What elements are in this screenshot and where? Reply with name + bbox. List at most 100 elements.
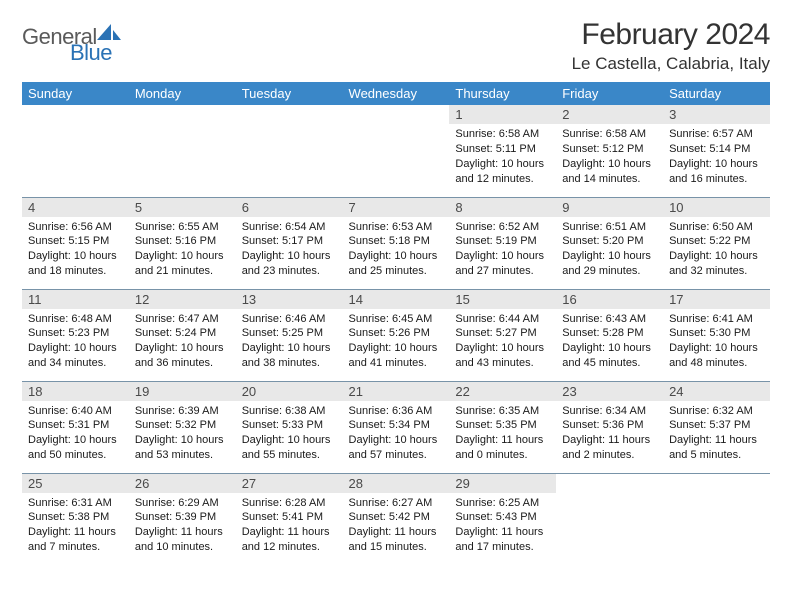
daylight-text: and 14 minutes. <box>562 172 657 187</box>
day-content: Sunrise: 6:41 AMSunset: 5:30 PMDaylight:… <box>663 309 770 375</box>
sunset-text: Sunset: 5:25 PM <box>242 326 337 341</box>
day-number: 2 <box>556 105 663 124</box>
day-number: 29 <box>449 474 556 493</box>
daylight-text: Daylight: 10 hours <box>349 341 444 356</box>
month-title: February 2024 <box>572 18 770 52</box>
sunset-text: Sunset: 5:15 PM <box>28 234 123 249</box>
daylight-text: and 43 minutes. <box>455 356 550 371</box>
sunrise-text: Sunrise: 6:25 AM <box>455 496 550 511</box>
day-header: Wednesday <box>343 82 450 105</box>
daylight-text: and 17 minutes. <box>455 540 550 555</box>
sunset-text: Sunset: 5:22 PM <box>669 234 764 249</box>
sunset-text: Sunset: 5:27 PM <box>455 326 550 341</box>
daylight-text: Daylight: 11 hours <box>135 525 230 540</box>
daylight-text: Daylight: 10 hours <box>669 157 764 172</box>
sunset-text: Sunset: 5:17 PM <box>242 234 337 249</box>
daylight-text: Daylight: 11 hours <box>349 525 444 540</box>
daylight-text: Daylight: 10 hours <box>562 249 657 264</box>
day-number: 6 <box>236 198 343 217</box>
day-number: 12 <box>129 290 236 309</box>
day-number: 4 <box>22 198 129 217</box>
day-content: Sunrise: 6:32 AMSunset: 5:37 PMDaylight:… <box>663 401 770 467</box>
day-content: Sunrise: 6:46 AMSunset: 5:25 PMDaylight:… <box>236 309 343 375</box>
daylight-text: and 55 minutes. <box>242 448 337 463</box>
daylight-text: and 0 minutes. <box>455 448 550 463</box>
daylight-text: and 34 minutes. <box>28 356 123 371</box>
calendar-cell: 11Sunrise: 6:48 AMSunset: 5:23 PMDayligh… <box>22 289 129 381</box>
day-header: Sunday <box>22 82 129 105</box>
daylight-text: Daylight: 11 hours <box>242 525 337 540</box>
calendar-cell: 7Sunrise: 6:53 AMSunset: 5:18 PMDaylight… <box>343 197 450 289</box>
day-number: 9 <box>556 198 663 217</box>
sunrise-text: Sunrise: 6:41 AM <box>669 312 764 327</box>
calendar-cell: 29Sunrise: 6:25 AMSunset: 5:43 PMDayligh… <box>449 473 556 565</box>
daylight-text: Daylight: 10 hours <box>242 341 337 356</box>
day-content: Sunrise: 6:47 AMSunset: 5:24 PMDaylight:… <box>129 309 236 375</box>
daylight-text: Daylight: 10 hours <box>669 249 764 264</box>
sunset-text: Sunset: 5:35 PM <box>455 418 550 433</box>
calendar-cell: 27Sunrise: 6:28 AMSunset: 5:41 PMDayligh… <box>236 473 343 565</box>
day-header-row: Sunday Monday Tuesday Wednesday Thursday… <box>22 82 770 105</box>
day-content: Sunrise: 6:35 AMSunset: 5:35 PMDaylight:… <box>449 401 556 467</box>
day-number: 3 <box>663 105 770 124</box>
sunset-text: Sunset: 5:43 PM <box>455 510 550 525</box>
day-content: Sunrise: 6:25 AMSunset: 5:43 PMDaylight:… <box>449 493 556 559</box>
day-content: Sunrise: 6:40 AMSunset: 5:31 PMDaylight:… <box>22 401 129 467</box>
sunset-text: Sunset: 5:24 PM <box>135 326 230 341</box>
day-content: Sunrise: 6:27 AMSunset: 5:42 PMDaylight:… <box>343 493 450 559</box>
sunrise-text: Sunrise: 6:27 AM <box>349 496 444 511</box>
sunrise-text: Sunrise: 6:51 AM <box>562 220 657 235</box>
day-number: 18 <box>22 382 129 401</box>
sunset-text: Sunset: 5:26 PM <box>349 326 444 341</box>
sunrise-text: Sunrise: 6:54 AM <box>242 220 337 235</box>
day-content: Sunrise: 6:45 AMSunset: 5:26 PMDaylight:… <box>343 309 450 375</box>
daylight-text: and 7 minutes. <box>28 540 123 555</box>
day-content: Sunrise: 6:43 AMSunset: 5:28 PMDaylight:… <box>556 309 663 375</box>
day-number: 11 <box>22 290 129 309</box>
daylight-text: and 16 minutes. <box>669 172 764 187</box>
calendar-cell: 22Sunrise: 6:35 AMSunset: 5:35 PMDayligh… <box>449 381 556 473</box>
daylight-text: and 27 minutes. <box>455 264 550 279</box>
sunrise-text: Sunrise: 6:55 AM <box>135 220 230 235</box>
sunrise-text: Sunrise: 6:36 AM <box>349 404 444 419</box>
sunset-text: Sunset: 5:39 PM <box>135 510 230 525</box>
daylight-text: Daylight: 11 hours <box>28 525 123 540</box>
day-content: Sunrise: 6:55 AMSunset: 5:16 PMDaylight:… <box>129 217 236 283</box>
day-content: Sunrise: 6:44 AMSunset: 5:27 PMDaylight:… <box>449 309 556 375</box>
daylight-text: Daylight: 10 hours <box>28 249 123 264</box>
daylight-text: Daylight: 11 hours <box>562 433 657 448</box>
calendar-cell: .. <box>556 473 663 565</box>
daylight-text: and 57 minutes. <box>349 448 444 463</box>
daylight-text: and 15 minutes. <box>349 540 444 555</box>
day-content: Sunrise: 6:50 AMSunset: 5:22 PMDaylight:… <box>663 217 770 283</box>
sunset-text: Sunset: 5:33 PM <box>242 418 337 433</box>
sunrise-text: Sunrise: 6:38 AM <box>242 404 337 419</box>
daylight-text: and 23 minutes. <box>242 264 337 279</box>
daylight-text: Daylight: 11 hours <box>669 433 764 448</box>
day-number: 20 <box>236 382 343 401</box>
day-number: 15 <box>449 290 556 309</box>
sunset-text: Sunset: 5:12 PM <box>562 142 657 157</box>
calendar-cell: 6Sunrise: 6:54 AMSunset: 5:17 PMDaylight… <box>236 197 343 289</box>
sunrise-text: Sunrise: 6:58 AM <box>562 127 657 142</box>
day-number: 28 <box>343 474 450 493</box>
day-number: 23 <box>556 382 663 401</box>
sunset-text: Sunset: 5:19 PM <box>455 234 550 249</box>
day-content: Sunrise: 6:28 AMSunset: 5:41 PMDaylight:… <box>236 493 343 559</box>
day-number: 22 <box>449 382 556 401</box>
sunrise-text: Sunrise: 6:45 AM <box>349 312 444 327</box>
calendar-cell: 1Sunrise: 6:58 AMSunset: 5:11 PMDaylight… <box>449 105 556 197</box>
daylight-text: Daylight: 10 hours <box>669 341 764 356</box>
sunset-text: Sunset: 5:42 PM <box>349 510 444 525</box>
calendar-cell: .. <box>236 105 343 197</box>
calendar-cell: .. <box>663 473 770 565</box>
sunrise-text: Sunrise: 6:34 AM <box>562 404 657 419</box>
daylight-text: Daylight: 10 hours <box>242 433 337 448</box>
sunrise-text: Sunrise: 6:48 AM <box>28 312 123 327</box>
daylight-text: Daylight: 10 hours <box>562 157 657 172</box>
sunset-text: Sunset: 5:28 PM <box>562 326 657 341</box>
sunset-text: Sunset: 5:41 PM <box>242 510 337 525</box>
sunrise-text: Sunrise: 6:47 AM <box>135 312 230 327</box>
daylight-text: and 21 minutes. <box>135 264 230 279</box>
day-number: 16 <box>556 290 663 309</box>
